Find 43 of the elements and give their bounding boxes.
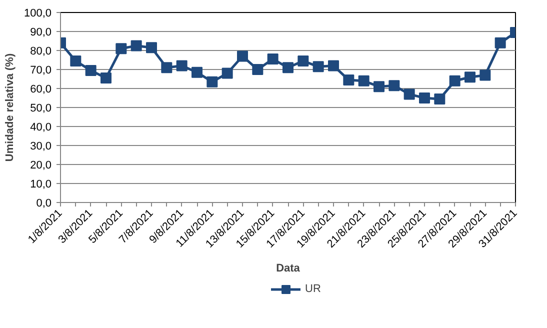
point <box>434 93 446 104</box>
point <box>176 60 188 72</box>
y-tick-label: 60,0 <box>30 84 52 96</box>
point <box>146 42 157 54</box>
point <box>419 92 430 104</box>
y-tick-label: 50,0 <box>30 102 52 114</box>
y-tick-label: 10,0 <box>30 178 52 190</box>
point <box>298 55 309 66</box>
y-tick-label: 80,0 <box>30 46 52 58</box>
y-tick-label: 30,0 <box>30 140 52 152</box>
point <box>480 70 491 81</box>
point <box>374 81 384 92</box>
point <box>161 62 172 74</box>
point <box>449 75 460 86</box>
point <box>252 64 264 75</box>
point <box>85 64 96 76</box>
point <box>282 62 294 74</box>
point <box>312 61 324 72</box>
y-tick-label: 0,0 <box>36 198 52 210</box>
y-axis-title: Umidade relativa (%) <box>4 53 16 162</box>
point <box>222 68 233 79</box>
point <box>130 40 142 52</box>
point <box>358 75 370 86</box>
y-tick-label: 20,0 <box>30 160 52 172</box>
y-tick-label: 90,0 <box>30 26 52 38</box>
point <box>464 72 476 83</box>
point <box>343 74 354 86</box>
y-tick-label: 70,0 <box>30 64 52 76</box>
point <box>388 80 400 92</box>
point <box>192 66 202 78</box>
y-tick-label: 40,0 <box>30 122 52 134</box>
point <box>404 88 415 100</box>
point <box>100 72 112 84</box>
point <box>206 76 218 88</box>
point <box>237 50 248 62</box>
legend-label: UR <box>305 283 322 295</box>
point <box>116 43 127 54</box>
point <box>70 55 82 66</box>
point <box>328 60 339 72</box>
point <box>494 37 506 48</box>
y-tick-label: 100,0 <box>24 8 52 20</box>
x-axis-title: Data <box>276 262 301 275</box>
point <box>267 54 278 65</box>
